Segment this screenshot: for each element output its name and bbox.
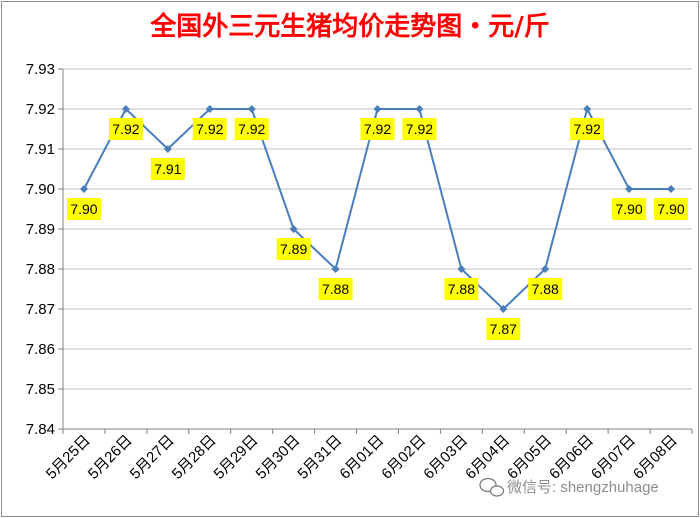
data-point bbox=[541, 265, 550, 273]
data-point bbox=[499, 305, 508, 313]
chart-title: 全国外三元生猪均价走势图・元/斤 bbox=[149, 11, 550, 42]
data-label: 7.92 bbox=[406, 121, 433, 137]
watermark: 微信号: shengzhuhage bbox=[479, 477, 659, 497]
data-label: 7.90 bbox=[615, 201, 642, 217]
x-tick-label: 5月25日 bbox=[43, 432, 94, 483]
data-point bbox=[121, 105, 130, 113]
data-label: 7.88 bbox=[448, 281, 475, 297]
data-label: 7.90 bbox=[657, 201, 684, 217]
data-label-bg bbox=[192, 118, 227, 140]
data-point bbox=[79, 185, 88, 193]
x-tick-label: 6月03日 bbox=[420, 432, 471, 483]
data-label-bg bbox=[528, 278, 563, 300]
data-point bbox=[163, 145, 172, 153]
data-label-bg bbox=[318, 278, 353, 300]
data-label-bg bbox=[150, 158, 185, 180]
y-tick-label: 7.85 bbox=[26, 381, 55, 398]
data-label-bg bbox=[486, 318, 521, 340]
x-tick-label: 6月07日 bbox=[588, 432, 639, 483]
y-tick-label: 7.92 bbox=[26, 101, 55, 118]
x-tick-label: 5月29日 bbox=[211, 432, 262, 483]
data-label-bg bbox=[570, 118, 605, 140]
data-label: 7.92 bbox=[574, 121, 601, 137]
data-point bbox=[625, 185, 634, 193]
data-point bbox=[373, 105, 382, 113]
x-tick-label: 6月04日 bbox=[462, 432, 513, 483]
data-point bbox=[415, 105, 424, 113]
data-label: 7.92 bbox=[364, 121, 391, 137]
data-label-bg bbox=[612, 198, 647, 220]
data-label-bg bbox=[276, 238, 311, 260]
y-tick-label: 7.84 bbox=[26, 421, 55, 438]
data-label: 7.91 bbox=[154, 161, 181, 177]
x-tick-label: 5月31日 bbox=[294, 432, 345, 483]
data-point bbox=[289, 225, 298, 233]
y-tick-label: 7.90 bbox=[26, 181, 55, 198]
data-label: 7.92 bbox=[238, 121, 265, 137]
y-tick-label: 7.91 bbox=[26, 141, 55, 158]
x-tick-label: 5月27日 bbox=[127, 432, 178, 483]
x-tick-label: 5月30日 bbox=[253, 432, 304, 483]
data-point bbox=[583, 105, 592, 113]
data-label: 7.90 bbox=[70, 201, 97, 217]
data-point bbox=[205, 105, 214, 113]
data-label-bg bbox=[360, 118, 395, 140]
x-tick-label: 6月05日 bbox=[504, 432, 555, 483]
watermark-text: 微信号: shengzhuhage bbox=[507, 479, 659, 496]
data-labels: 7.90 7.92 7.91 7.92 7.92 7.89 7.88 7.92 7.92 7.88… bbox=[66, 118, 689, 340]
y-tick-label: 7.89 bbox=[26, 221, 55, 238]
data-label-bg bbox=[66, 198, 101, 220]
data-label: 7.87 bbox=[490, 321, 517, 337]
x-tick-label: 6月06日 bbox=[546, 432, 597, 483]
data-label-bg bbox=[654, 198, 689, 220]
data-label-bg bbox=[444, 278, 479, 300]
x-tick-label: 5月28日 bbox=[169, 432, 220, 483]
x-tick-label: 6月01日 bbox=[336, 432, 387, 483]
x-tick-label: 5月26日 bbox=[85, 432, 136, 483]
y-tick-label: 7.88 bbox=[26, 261, 55, 278]
data-label: 7.92 bbox=[112, 121, 139, 137]
data-label: 7.88 bbox=[532, 281, 559, 297]
wechat-icon bbox=[479, 477, 505, 497]
series-group bbox=[79, 105, 676, 313]
data-point bbox=[247, 105, 256, 113]
data-label-bg bbox=[402, 118, 437, 140]
data-point bbox=[667, 185, 676, 193]
data-label: 7.92 bbox=[196, 121, 223, 137]
y-tick-label: 7.86 bbox=[26, 341, 55, 358]
x-tick-label: 6月08日 bbox=[630, 432, 681, 483]
data-label: 7.89 bbox=[280, 241, 307, 257]
data-label: 7.88 bbox=[322, 281, 349, 297]
data-label-bg bbox=[234, 118, 269, 140]
data-point bbox=[331, 265, 340, 273]
data-label-bg bbox=[108, 118, 143, 140]
x-tick-label: 6月02日 bbox=[378, 432, 429, 483]
data-point bbox=[457, 265, 466, 273]
y-tick-label: 7.87 bbox=[26, 301, 55, 318]
y-axis-ticks: 7.84 7.85 7.86 7.87 7.88 7.89 7.90 7.91 7.92 7.93 bbox=[26, 61, 63, 438]
y-tick-label: 7.93 bbox=[26, 61, 55, 78]
x-axis-ticks: 5月25日5月26日5月27日5月28日5月29日5月30日5月31日6月01日… bbox=[43, 429, 693, 483]
